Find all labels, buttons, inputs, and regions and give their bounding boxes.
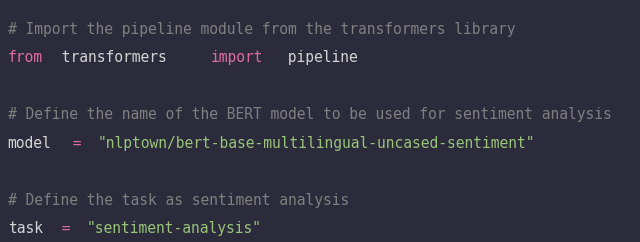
Text: # Import the pipeline module from the transformers library: # Import the pipeline module from the tr… [8,22,515,37]
Text: "sentiment-analysis": "sentiment-analysis" [86,221,262,236]
Text: "nlptown/bert-base-multilingual-uncased-sentiment": "nlptown/bert-base-multilingual-uncased-… [98,136,536,151]
Text: =: = [64,136,90,151]
Text: model: model [8,136,51,151]
Text: # Define the name of the BERT model to be used for sentiment analysis: # Define the name of the BERT model to b… [8,107,611,122]
Text: task: task [8,221,43,236]
Text: =: = [53,221,79,236]
Text: from: from [8,50,43,65]
Text: import: import [211,50,264,65]
Text: # Define the task as sentiment analysis: # Define the task as sentiment analysis [8,193,349,208]
Text: pipeline: pipeline [278,50,357,65]
Text: transformers: transformers [53,50,175,65]
